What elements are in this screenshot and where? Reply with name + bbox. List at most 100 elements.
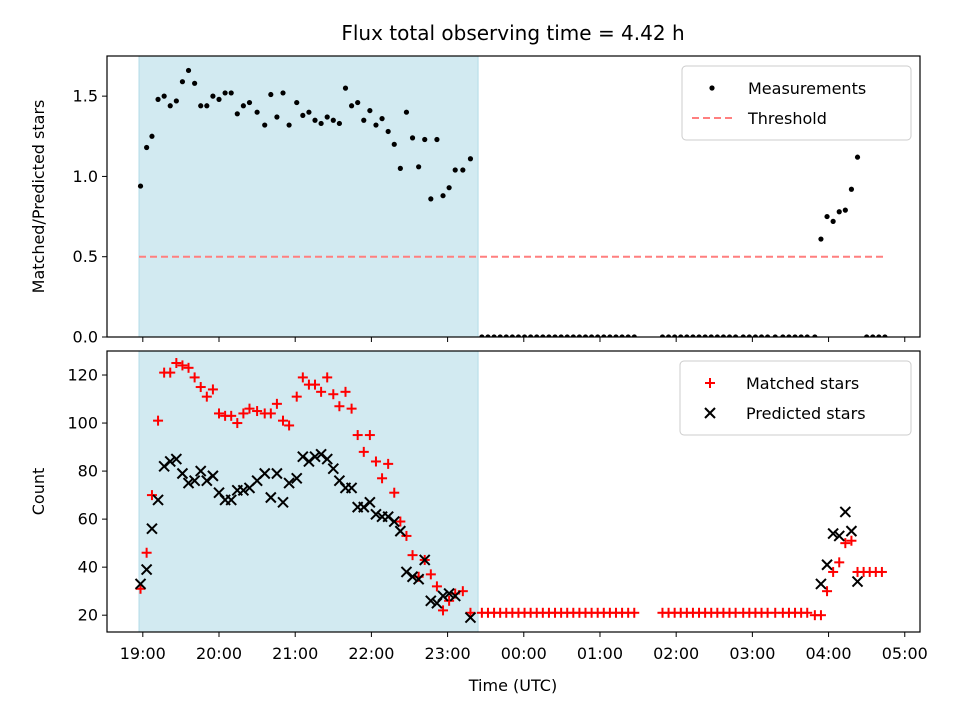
data-point	[137, 183, 144, 189]
data-point	[406, 571, 419, 583]
data-point	[726, 334, 733, 337]
data-point	[452, 167, 458, 173]
count-plot-area	[134, 358, 887, 624]
data-point	[851, 575, 864, 588]
data-point	[141, 547, 152, 558]
data-point	[834, 557, 845, 568]
data-point	[377, 473, 388, 484]
data-point	[397, 165, 403, 171]
data-point	[828, 566, 839, 577]
data-point	[842, 207, 848, 213]
data-point	[509, 334, 515, 337]
x-axis-label: Time (UTC)	[468, 676, 557, 695]
data-point	[244, 403, 255, 414]
y-tick-label: 80	[78, 462, 98, 481]
data-point	[772, 334, 778, 337]
data-point	[876, 566, 887, 577]
data-point	[409, 135, 416, 141]
series-predicted-stars	[134, 448, 864, 624]
data-point	[210, 93, 216, 99]
legend-label: Threshold	[747, 109, 827, 128]
data-point	[690, 334, 696, 337]
data-point	[216, 96, 222, 102]
data-point	[330, 117, 336, 123]
data-point	[818, 236, 824, 242]
data-point	[733, 334, 739, 337]
data-point	[582, 334, 589, 337]
data-point	[324, 114, 330, 120]
data-point	[428, 196, 434, 202]
data-point	[177, 360, 188, 371]
x-tick-label: 01:00	[577, 644, 623, 663]
x-tick-label: 21:00	[272, 644, 318, 663]
data-point	[370, 456, 381, 467]
data-point	[570, 334, 576, 337]
data-point	[238, 408, 249, 419]
data-point	[589, 334, 595, 337]
data-point	[836, 209, 842, 215]
ratio-axes-frame	[106, 55, 921, 338]
data-point	[815, 610, 826, 621]
y-tick-label: 40	[78, 558, 98, 577]
data-point	[465, 607, 476, 618]
data-point	[443, 587, 455, 600]
legend-box	[681, 65, 912, 141]
data-point	[827, 527, 839, 540]
data-point	[153, 415, 164, 426]
data-point	[449, 590, 461, 602]
y-tick-label: 120	[67, 366, 98, 385]
data-point	[388, 515, 400, 528]
data-point	[367, 107, 373, 114]
data-point	[294, 99, 300, 106]
data-point	[812, 334, 818, 337]
data-point	[165, 367, 176, 378]
data-point	[309, 450, 321, 463]
data-point	[234, 111, 240, 117]
data-point	[629, 607, 640, 618]
count-axes-frame	[106, 350, 921, 633]
data-point	[170, 453, 183, 465]
legend-marker	[705, 378, 715, 388]
data-point	[252, 406, 263, 417]
data-point	[870, 334, 876, 337]
x-tick-label: 23:00	[425, 644, 471, 663]
ratio-legend: Measurements Threshold	[681, 65, 912, 141]
data-point	[370, 508, 382, 521]
data-point	[746, 334, 752, 337]
data-point	[394, 525, 407, 537]
data-point	[144, 144, 150, 151]
y-tick-label: 60	[78, 510, 98, 529]
data-point	[444, 595, 455, 606]
data-point	[830, 218, 836, 224]
data-point	[254, 109, 260, 115]
data-point	[271, 467, 283, 480]
data-point	[280, 90, 286, 96]
data-point	[198, 103, 204, 109]
data-point	[434, 136, 440, 143]
data-point	[438, 605, 449, 616]
data-point	[214, 408, 225, 419]
data-point	[274, 114, 280, 120]
data-point	[824, 213, 830, 220]
data-point	[176, 467, 189, 480]
data-point	[864, 334, 870, 337]
data-point	[696, 334, 702, 337]
data-point	[268, 91, 274, 98]
legend-box	[679, 360, 912, 436]
data-point	[485, 334, 491, 337]
data-point	[464, 611, 477, 624]
data-point	[403, 109, 410, 115]
data-point	[146, 523, 158, 535]
data-point	[412, 573, 425, 585]
data-point	[882, 334, 888, 337]
data-point	[306, 109, 312, 115]
data-point	[845, 525, 858, 537]
data-point	[437, 590, 449, 602]
y-tick-label: 1.5	[73, 87, 98, 106]
data-point	[373, 122, 379, 128]
x-tick-label: 04:00	[806, 644, 852, 663]
data-point	[515, 334, 522, 337]
y-tick-label: 1.0	[73, 167, 98, 186]
data-point	[226, 410, 237, 421]
